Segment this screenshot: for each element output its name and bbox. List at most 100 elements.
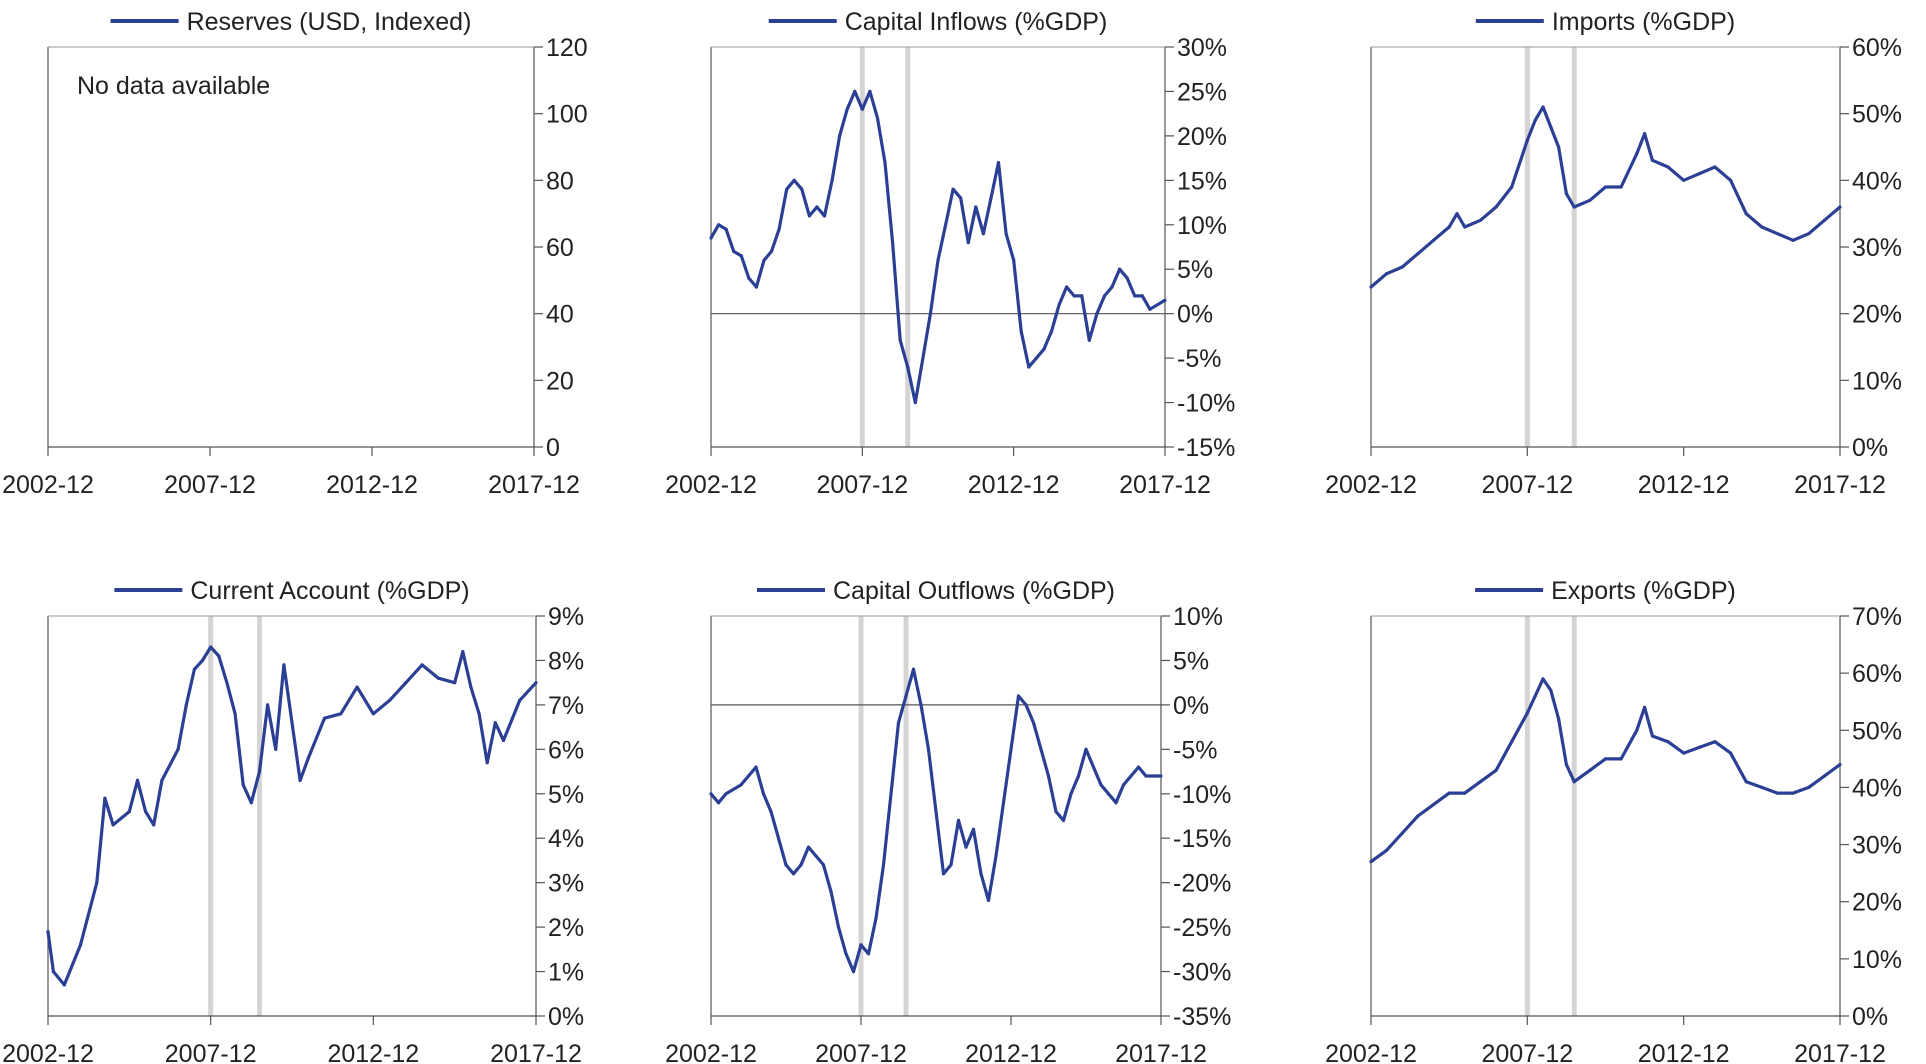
- data-point: [1643, 705, 1647, 710]
- data-point: [1791, 238, 1795, 242]
- data-point: [477, 712, 481, 716]
- data-point: [1525, 138, 1529, 142]
- data-point: [1713, 740, 1717, 744]
- legend: Imports (%GDP): [1475, 8, 1735, 36]
- data-point: [859, 943, 863, 947]
- data-point: [845, 107, 849, 111]
- y-tick-label: 10%: [1852, 946, 1902, 974]
- no-data-note: No data available: [77, 72, 270, 100]
- data-point: [769, 249, 774, 253]
- y-tick-label: 30%: [1852, 234, 1902, 262]
- data-point: [996, 161, 1001, 165]
- data-point: [355, 685, 359, 689]
- legend-label: Capital Inflows (%GDP): [845, 8, 1108, 36]
- x-tick-label: 2017-12: [1794, 471, 1886, 499]
- data-point: [746, 774, 751, 778]
- data-point: [1447, 225, 1451, 229]
- y-tick-label: 80: [546, 167, 574, 195]
- data-point: [754, 765, 758, 769]
- data-point: [241, 783, 245, 787]
- data-point: [1121, 783, 1126, 787]
- data-point: [1024, 703, 1028, 707]
- data-point: [724, 227, 728, 231]
- legend: Capital Inflows (%GDP): [768, 8, 1108, 36]
- y-tick-label: 50%: [1852, 717, 1902, 745]
- data-point: [1744, 212, 1748, 216]
- data-point: [769, 810, 773, 814]
- data-point: [46, 930, 50, 934]
- data-point: [209, 645, 213, 649]
- data-point: [966, 241, 970, 245]
- y-tick-label: 25%: [1177, 78, 1227, 106]
- data-point: [799, 863, 803, 867]
- legend-label: Exports (%GDP): [1551, 577, 1736, 605]
- y-tick-label: 0%: [1852, 434, 1888, 462]
- x-tick-label: 2017-12: [488, 471, 580, 499]
- data-point: [806, 845, 811, 849]
- data-point: [981, 232, 986, 236]
- data-point: [1076, 774, 1081, 778]
- data-point: [461, 650, 465, 654]
- y-tick-label: 40%: [1852, 774, 1902, 802]
- legend: Exports (%GDP): [1475, 577, 1736, 605]
- data-point: [936, 258, 940, 262]
- data-point: [1541, 105, 1545, 109]
- data-point: [881, 863, 886, 867]
- data-point: [1114, 801, 1118, 805]
- y-tick-label: -10%: [1177, 390, 1235, 418]
- data-point: [822, 214, 827, 218]
- y-tick-label: 40: [546, 301, 574, 329]
- x-tick-label: 2012-12: [965, 1040, 1057, 1064]
- data-point: [1042, 347, 1046, 351]
- data-point: [184, 703, 188, 707]
- data-point: [160, 778, 164, 783]
- data-point: [851, 970, 856, 974]
- y-tick-label: 100: [546, 101, 588, 129]
- data-point: [1061, 818, 1066, 823]
- data-point: [921, 356, 925, 360]
- data-point: [934, 810, 938, 814]
- y-tick-label: 10%: [1177, 212, 1227, 240]
- data-point: [1549, 125, 1553, 129]
- x-tick-label: 2012-12: [1638, 1040, 1730, 1064]
- y-tick-label: 5%: [1173, 647, 1209, 675]
- data-point: [1125, 276, 1129, 280]
- data-point: [994, 854, 998, 858]
- data-point: [1838, 763, 1842, 767]
- data-point: [1136, 765, 1141, 769]
- data-point: [911, 667, 916, 671]
- data-point: [404, 681, 408, 685]
- data-point: [1091, 765, 1096, 769]
- series-line: [1369, 105, 1842, 289]
- data-point: [1385, 272, 1389, 276]
- data-point: [860, 107, 864, 111]
- data-point: [979, 872, 983, 876]
- data-point: [1822, 774, 1826, 778]
- data-point: [1463, 791, 1467, 795]
- data-point: [1775, 232, 1780, 236]
- data-point: [941, 872, 946, 876]
- data-point: [874, 916, 878, 920]
- data-point: [1729, 178, 1733, 182]
- data-point: [1072, 294, 1076, 298]
- y-tick-label: 60%: [1852, 660, 1902, 688]
- data-point: [1004, 232, 1008, 236]
- y-tick-label: 6%: [548, 736, 584, 764]
- data-point: [784, 863, 788, 867]
- y-tick-label: 4%: [548, 825, 584, 853]
- data-point: [830, 178, 834, 182]
- data-point: [78, 943, 83, 947]
- data-point: [1650, 734, 1654, 738]
- y-tick-label: -25%: [1173, 914, 1231, 942]
- data-point: [959, 196, 963, 200]
- chart-panel-4: 0% 1% 2% 3% 4% 5% 6% 7% 8% 9% 2002-12 2007-12 2012-1…: [2, 577, 584, 1064]
- x-tick-label: 2017-12: [1119, 471, 1211, 499]
- data-point: [829, 890, 833, 894]
- data-point: [724, 792, 728, 796]
- data-point: [1102, 294, 1107, 298]
- data-point: [290, 721, 294, 725]
- x-tick-label: 2007-12: [165, 1040, 257, 1064]
- data-point: [739, 254, 743, 258]
- data-point: [501, 738, 506, 743]
- y-tick-label: 2%: [548, 914, 584, 942]
